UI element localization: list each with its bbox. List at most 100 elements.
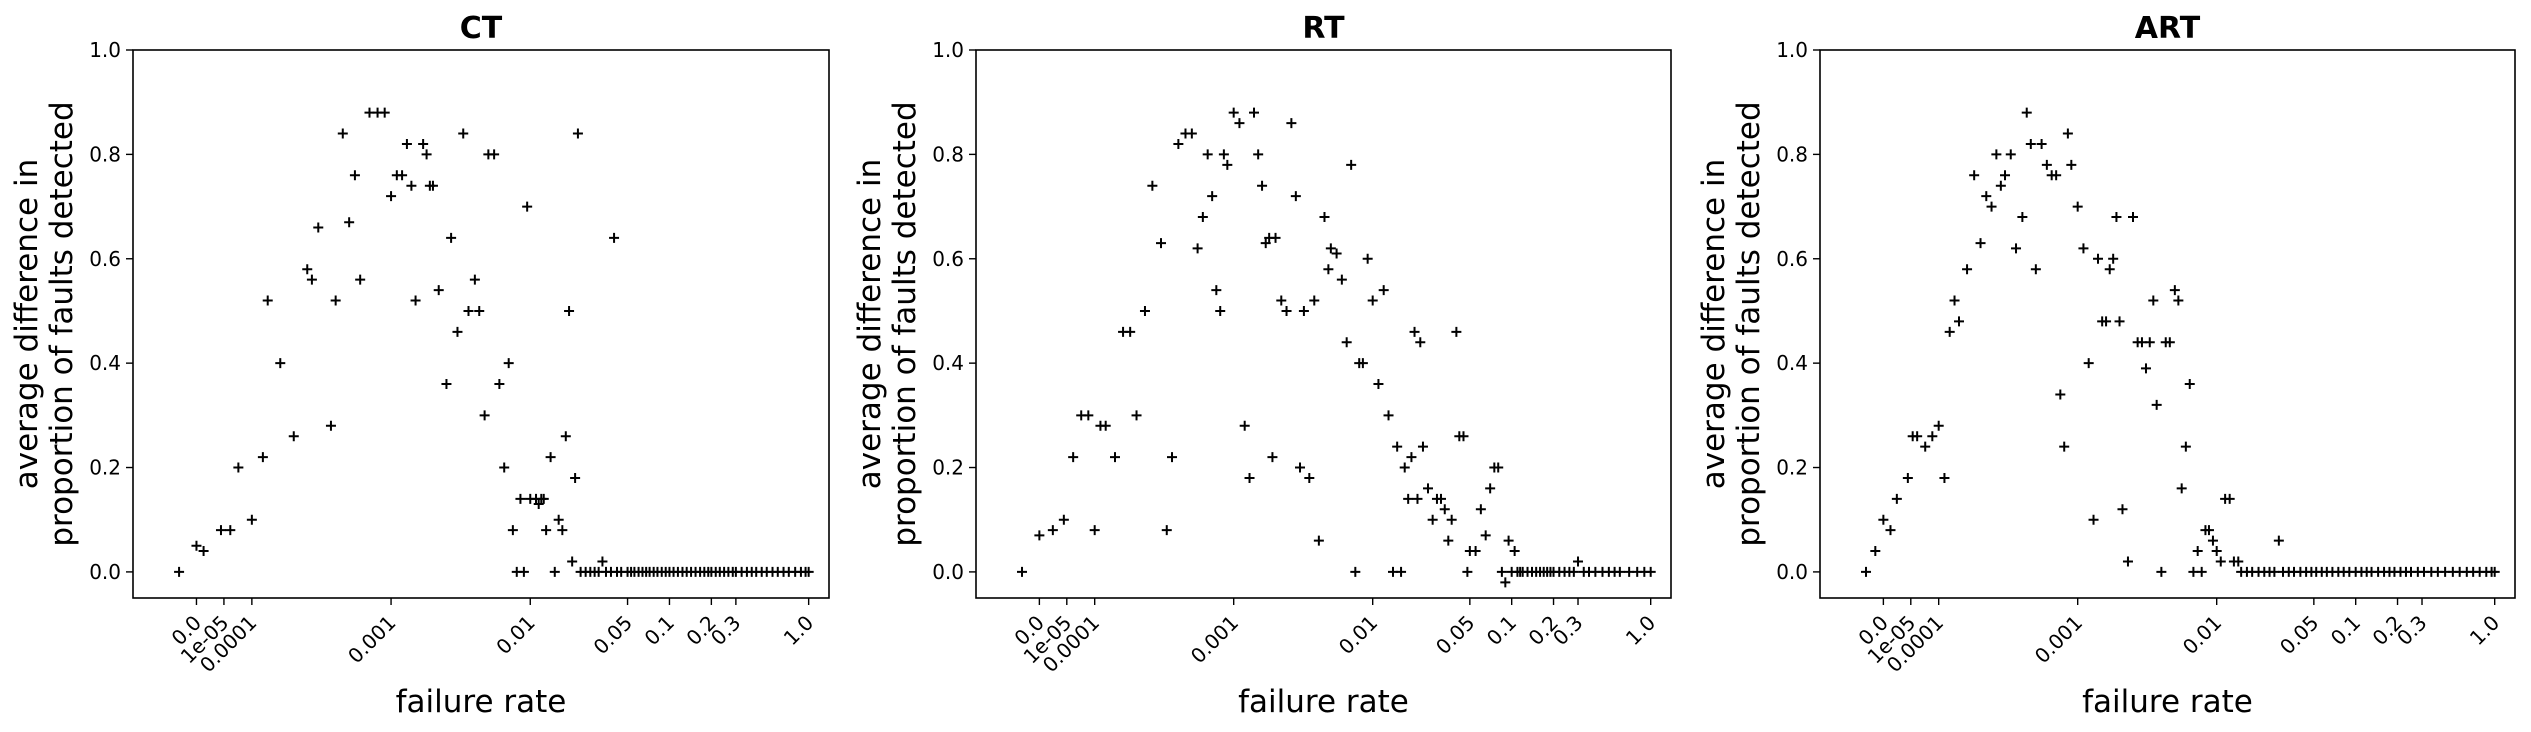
ct-data-point xyxy=(515,493,526,504)
rt-panel-yticks: 0.0 0.2 0.4 0.6 0.8 1.0 xyxy=(932,38,976,584)
art-data-point xyxy=(2030,264,2041,275)
rt-data-point xyxy=(1017,566,1028,577)
art-data-point xyxy=(2114,316,2125,327)
ct-data-point xyxy=(609,232,620,243)
art-data-point xyxy=(2000,170,2011,181)
art-data-point xyxy=(1891,493,1902,504)
art-data-point xyxy=(2111,212,2122,223)
ct-data-point xyxy=(518,566,529,577)
art-data-point xyxy=(2203,525,2214,536)
art-data-point xyxy=(2184,379,2195,390)
art-data-point xyxy=(2072,201,2083,212)
rt-data-point xyxy=(1244,472,1255,483)
art-data-point xyxy=(1986,201,1997,212)
ct-data-point xyxy=(191,540,202,551)
rt-data-point xyxy=(1493,462,1504,473)
art-data-point xyxy=(1939,472,1950,483)
rt-ytick-label: 0.8 xyxy=(932,142,964,166)
rt-data-point xyxy=(1383,410,1394,421)
ct-data-point xyxy=(386,191,397,202)
art-data-point xyxy=(2211,546,2222,557)
art-data-point xyxy=(2207,535,2218,546)
rt-ytick-label: 0.6 xyxy=(932,247,964,271)
ct-data-point xyxy=(225,525,236,536)
ct-data-point xyxy=(427,180,438,191)
art-data-point xyxy=(2148,295,2159,306)
rt-data-point xyxy=(1443,535,1454,546)
art-data-point xyxy=(2176,483,2187,494)
art-data-point xyxy=(1927,431,1938,442)
ct-data-point xyxy=(489,149,500,160)
ct-data-point xyxy=(446,232,457,243)
ct-data-point xyxy=(406,180,417,191)
rt-data-point xyxy=(1173,138,1184,149)
rt-data-point xyxy=(1573,556,1584,567)
rt-data-point xyxy=(1645,566,1656,577)
rt-data-point xyxy=(1331,248,1342,259)
rt-data-point xyxy=(1496,566,1507,577)
rt-data-point xyxy=(1186,128,1197,139)
rt-data-point xyxy=(1139,305,1150,316)
rt-data-point xyxy=(1439,504,1450,515)
art-data-point xyxy=(1902,472,1913,483)
rt-data-point xyxy=(1409,326,1420,337)
rt-data-point xyxy=(1346,159,1357,170)
ct-data-point xyxy=(572,128,583,139)
art-data-point xyxy=(2005,149,2016,160)
rt-data-point xyxy=(1357,358,1368,369)
art-data-point xyxy=(1885,525,1896,536)
rt-data-point xyxy=(1239,420,1250,431)
rt-panel-xlabel: failure rate xyxy=(1238,684,1409,720)
rt-data-point xyxy=(1451,326,1462,337)
art-data-point xyxy=(2169,285,2180,296)
ct-data-point xyxy=(421,149,432,160)
rt-data-point xyxy=(1047,525,1058,536)
ct-data-point xyxy=(401,138,412,149)
art-data-point xyxy=(1981,191,1992,202)
rt-panel-ylabel-line2: proportion of faults detected xyxy=(887,101,923,546)
rt-data-point xyxy=(1192,243,1203,254)
art-ytick-label: 0.8 xyxy=(1776,142,1808,166)
ct-data-point xyxy=(538,493,549,504)
ct-data-point xyxy=(499,462,510,473)
rt-data-point xyxy=(1341,337,1352,348)
ct-data-point xyxy=(379,107,390,118)
art-ytick-label: 0.4 xyxy=(1776,351,1808,375)
rt-data-point xyxy=(1446,514,1457,525)
ct-data-point xyxy=(302,264,313,275)
ct-data-point xyxy=(257,452,268,463)
ct-ytick-label: 1.0 xyxy=(89,38,121,62)
rt-ytick-label: 0.4 xyxy=(932,351,964,375)
rt-data-point xyxy=(1406,452,1417,463)
art-data-point xyxy=(2078,243,2089,254)
ct-ytick-label: 0.0 xyxy=(89,560,121,584)
art-panel-yticks: 0.0 0.2 0.4 0.6 0.8 1.0 xyxy=(1776,38,1820,584)
rt-data-point xyxy=(1462,566,1473,577)
ct-data-point xyxy=(262,295,273,306)
ct-ytick-label: 0.2 xyxy=(89,456,121,480)
rt-data-point xyxy=(1336,274,1347,285)
rt-data-point xyxy=(1435,493,1446,504)
art-panel-xlabel: failure rate xyxy=(2082,684,2253,720)
art-data-point xyxy=(2055,389,2066,400)
rt-data-point xyxy=(1089,525,1100,536)
rt-data-point xyxy=(1249,107,1259,118)
ct-data-point xyxy=(469,274,480,285)
art-data-point xyxy=(1995,180,2006,191)
ct-data-point xyxy=(349,170,360,181)
art-data-point xyxy=(2051,170,2062,181)
rt-data-point xyxy=(1350,566,1361,577)
rt-data-point xyxy=(1475,504,1486,515)
rt-data-point xyxy=(1110,452,1120,463)
rt-data-point xyxy=(1392,441,1403,452)
art-data-point xyxy=(2224,493,2235,504)
art-data-point xyxy=(2173,295,2184,306)
art-data-point xyxy=(1912,431,1923,442)
ct-data-point xyxy=(410,295,421,306)
art-data-point xyxy=(2164,337,2175,348)
ct-data-point xyxy=(246,514,257,525)
rt-data-point xyxy=(1290,191,1301,202)
ct-ytick-label: 0.8 xyxy=(89,142,121,166)
